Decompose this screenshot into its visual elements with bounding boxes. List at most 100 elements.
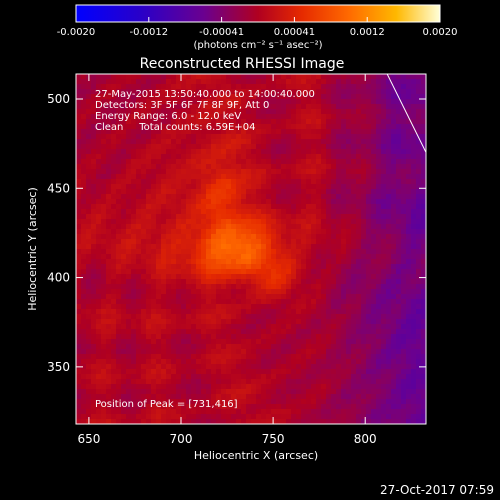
heatmap-cell <box>221 199 227 205</box>
heatmap-cell <box>86 284 92 290</box>
heatmap-cell <box>116 399 122 405</box>
heatmap-cell <box>266 219 272 225</box>
heatmap-cell <box>86 234 92 240</box>
heatmap-cell <box>231 319 237 325</box>
heatmap-cell <box>391 349 397 355</box>
heatmap-cell <box>216 224 222 230</box>
heatmap-cell <box>211 389 217 395</box>
heatmap-cell <box>376 199 382 205</box>
heatmap-cell <box>211 199 217 205</box>
heatmap-cell <box>81 354 87 360</box>
heatmap-cell <box>346 384 352 390</box>
heatmap-cell <box>366 284 372 290</box>
heatmap-cell <box>336 254 342 260</box>
heatmap-cell <box>106 319 112 325</box>
heatmap-cell <box>356 319 362 325</box>
heatmap-cell <box>366 129 372 135</box>
heatmap-cell <box>281 159 287 165</box>
heatmap-cell <box>386 354 392 360</box>
heatmap-cell <box>206 399 212 405</box>
heatmap-cell <box>121 94 127 100</box>
heatmap-cell <box>241 124 247 130</box>
heatmap-cell <box>226 164 232 170</box>
heatmap-cell <box>231 139 237 145</box>
heatmap-cell <box>366 274 372 280</box>
heatmap-cell <box>136 104 142 110</box>
heatmap-cell <box>186 104 192 110</box>
heatmap-cell <box>246 294 252 300</box>
heatmap-cell <box>261 414 267 420</box>
heatmap-cell <box>376 129 382 135</box>
heatmap-cell <box>151 414 157 420</box>
heatmap-cell <box>211 89 217 95</box>
heatmap-cell <box>231 239 237 245</box>
heatmap-cell <box>161 299 167 305</box>
heatmap-cell <box>151 369 157 375</box>
heatmap-cell <box>76 229 82 235</box>
heatmap-cell <box>236 399 242 405</box>
heatmap-cell <box>201 169 207 175</box>
heatmap-cell <box>331 174 337 180</box>
heatmap-cell <box>341 179 347 185</box>
heatmap-cell <box>226 129 232 135</box>
heatmap-cell <box>301 214 307 220</box>
heatmap-cell <box>286 304 292 310</box>
heatmap-cell <box>366 344 372 350</box>
heatmap-cell <box>181 224 187 230</box>
heatmap-cell <box>106 99 112 105</box>
heatmap-cell <box>291 304 297 310</box>
heatmap-cell <box>196 164 202 170</box>
heatmap-cell <box>146 129 152 135</box>
heatmap-cell <box>166 264 172 270</box>
heatmap-cell <box>136 349 142 355</box>
heatmap-cell <box>96 189 102 195</box>
heatmap-cell <box>286 374 292 380</box>
heatmap-cell <box>136 289 142 295</box>
heatmap-cell <box>326 149 332 155</box>
heatmap-cell <box>261 84 267 90</box>
heatmap-cell <box>221 399 227 405</box>
heatmap-cell <box>351 89 357 95</box>
heatmap-cell <box>376 389 382 395</box>
heatmap-cell <box>241 419 247 424</box>
heatmap-cell <box>391 184 397 190</box>
heatmap-cell <box>266 319 272 325</box>
heatmap-cell <box>341 149 347 155</box>
heatmap-cell <box>256 74 262 80</box>
heatmap-cell <box>246 129 252 135</box>
heatmap-cell <box>201 79 207 85</box>
heatmap-cell <box>256 344 262 350</box>
heatmap-cell <box>316 209 322 215</box>
heatmap-cell <box>306 404 312 410</box>
x-tick-label: 700 <box>170 432 193 446</box>
heatmap-cell <box>356 399 362 405</box>
heatmap-cell <box>346 294 352 300</box>
heatmap-cell <box>141 94 147 100</box>
heatmap-cell <box>86 299 92 305</box>
limb-line-segment <box>386 74 426 154</box>
heatmap-cell <box>236 354 242 360</box>
heatmap-cell <box>211 279 217 285</box>
heatmap-cell <box>251 334 257 340</box>
heatmap-cell <box>186 269 192 275</box>
heatmap-cell <box>416 349 422 355</box>
heatmap-cell <box>166 269 172 275</box>
heatmap-cell <box>411 404 417 410</box>
heatmap-cell <box>361 154 367 160</box>
heatmap-cell <box>131 379 137 385</box>
heatmap-cell <box>356 279 362 285</box>
heatmap-cell <box>321 119 327 125</box>
heatmap-cell <box>381 179 387 185</box>
heatmap-cell <box>96 419 102 424</box>
heatmap-cell <box>406 294 412 300</box>
heatmap-cell <box>126 369 132 375</box>
heatmap-cell <box>86 394 92 400</box>
heatmap-cell <box>126 299 132 305</box>
heatmap-cell <box>386 414 392 420</box>
heatmap-cell <box>341 349 347 355</box>
heatmap-cell <box>381 409 387 415</box>
heatmap-cell <box>141 284 147 290</box>
heatmap-cell <box>281 414 287 420</box>
heatmap-cell <box>141 129 147 135</box>
heatmap-cell <box>176 124 182 130</box>
